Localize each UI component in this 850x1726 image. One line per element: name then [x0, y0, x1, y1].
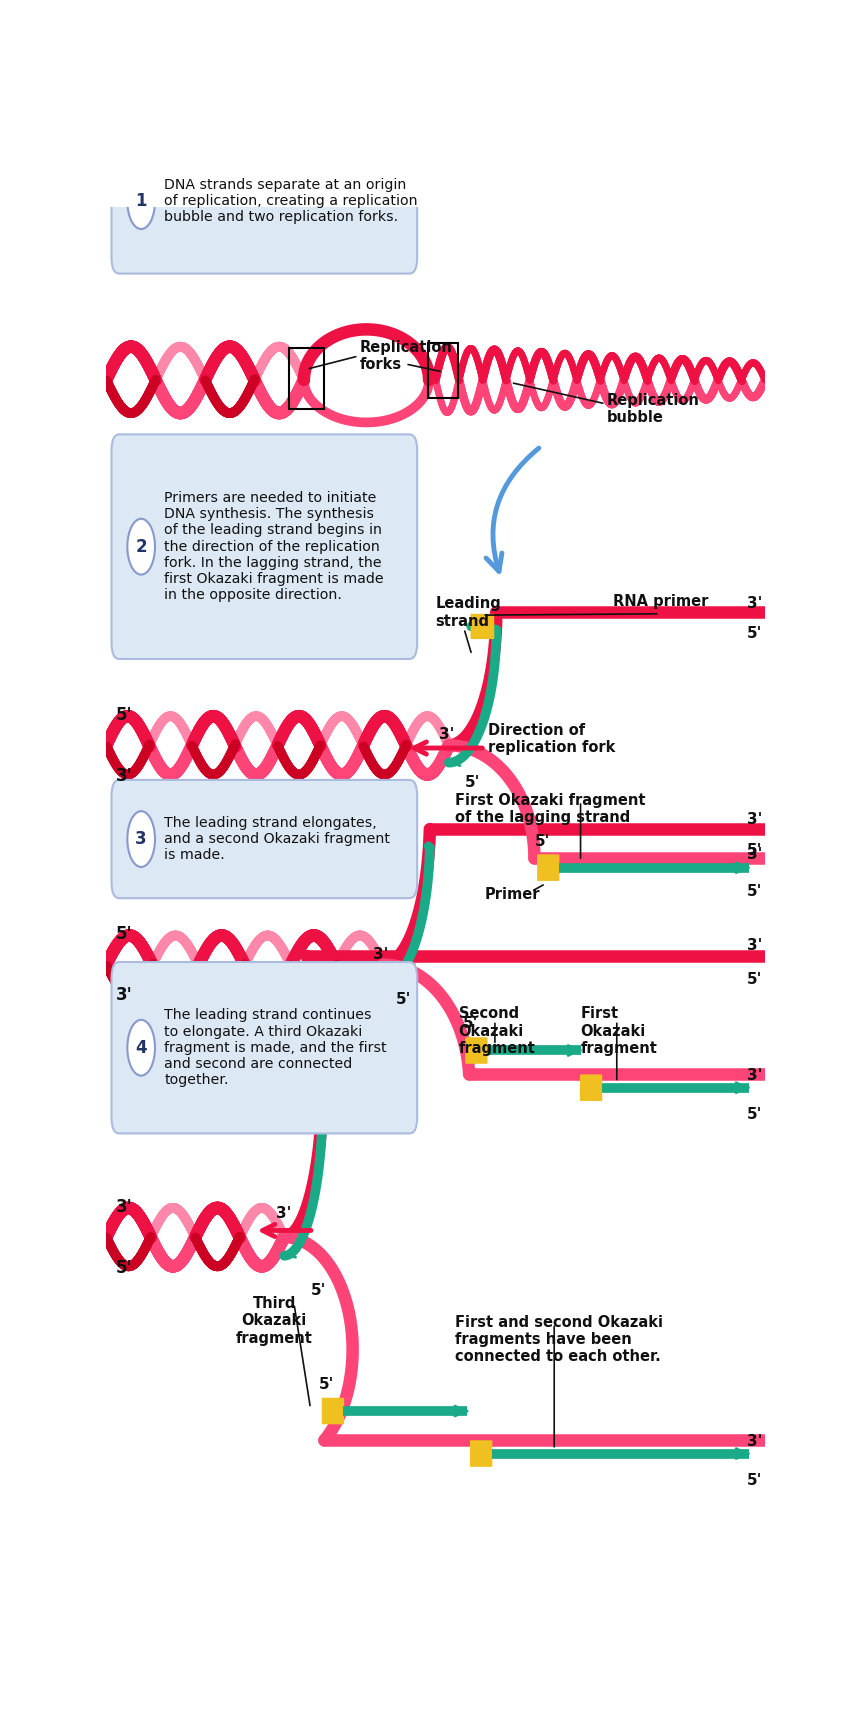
Text: 5': 5': [747, 1472, 762, 1488]
Text: 5': 5': [116, 925, 133, 942]
Text: 5': 5': [116, 1258, 133, 1277]
Text: 5': 5': [116, 706, 133, 723]
FancyBboxPatch shape: [111, 435, 417, 659]
Text: First and second Okazaki
fragments have been
connected to each other.: First and second Okazaki fragments have …: [456, 1315, 663, 1364]
Text: 5': 5': [747, 1106, 762, 1122]
Text: 4: 4: [135, 1039, 147, 1056]
Text: First
Okazaki
fragment: First Okazaki fragment: [581, 1006, 657, 1056]
Text: 3': 3': [116, 1198, 133, 1215]
Text: 5': 5': [747, 842, 762, 858]
Text: First Okazaki fragment
of the lagging strand: First Okazaki fragment of the lagging st…: [456, 792, 646, 825]
Text: 5': 5': [310, 1282, 326, 1298]
Text: 3': 3': [747, 1068, 762, 1084]
Text: DNA strands separate at an origin
of replication, creating a replication
bubble : DNA strands separate at an origin of rep…: [164, 178, 418, 224]
Text: 5': 5': [747, 884, 762, 899]
Circle shape: [128, 520, 155, 575]
Text: 1: 1: [135, 192, 147, 211]
FancyBboxPatch shape: [322, 1398, 344, 1424]
Text: 3': 3': [116, 766, 133, 785]
Text: 3': 3': [747, 1434, 762, 1450]
Text: The leading strand continues
to elongate. A third Okazaki
fragment is made, and : The leading strand continues to elongate…: [164, 1008, 387, 1087]
FancyBboxPatch shape: [471, 614, 494, 639]
FancyBboxPatch shape: [111, 129, 417, 274]
Text: 3': 3': [116, 986, 133, 1005]
Text: 3': 3': [439, 727, 454, 742]
Circle shape: [128, 173, 155, 230]
Text: Second
Okazaki
fragment: Second Okazaki fragment: [459, 1006, 536, 1056]
Text: 3': 3': [747, 847, 762, 861]
Text: 3: 3: [135, 830, 147, 847]
Text: 2: 2: [135, 539, 147, 556]
Text: 5': 5': [535, 834, 550, 849]
Text: The leading strand elongates,
and a second Okazaki fragment
is made.: The leading strand elongates, and a seco…: [164, 816, 390, 863]
FancyBboxPatch shape: [537, 854, 559, 880]
Text: 3': 3': [373, 946, 388, 961]
Circle shape: [128, 1020, 155, 1075]
Text: 3': 3': [747, 595, 762, 611]
Text: 5': 5': [319, 1377, 335, 1391]
FancyBboxPatch shape: [470, 1439, 492, 1467]
Text: Direction of
replication fork: Direction of replication fork: [488, 723, 615, 754]
Text: Replication
bubble: Replication bubble: [607, 394, 700, 425]
FancyBboxPatch shape: [111, 780, 417, 898]
Text: Leading
strand: Leading strand: [435, 595, 501, 628]
FancyBboxPatch shape: [111, 961, 417, 1134]
Text: Primers are needed to initiate
DNA synthesis. The synthesis
of the leading stran: Primers are needed to initiate DNA synth…: [164, 492, 384, 602]
Text: 3': 3': [276, 1206, 292, 1220]
FancyBboxPatch shape: [580, 1074, 603, 1101]
Circle shape: [128, 811, 155, 866]
Text: Replication
forks: Replication forks: [360, 340, 453, 373]
Text: 5': 5': [396, 992, 411, 1006]
Text: 5': 5': [462, 1017, 478, 1032]
Text: 5': 5': [465, 775, 480, 791]
Text: Third
Okazaki
fragment: Third Okazaki fragment: [235, 1296, 313, 1346]
Text: 5': 5': [747, 627, 762, 642]
Text: RNA primer: RNA primer: [614, 594, 709, 609]
Text: 5': 5': [747, 972, 762, 987]
FancyBboxPatch shape: [465, 1037, 488, 1063]
Text: 3': 3': [747, 937, 762, 953]
Text: 3': 3': [747, 813, 762, 827]
Text: Primer: Primer: [485, 887, 541, 901]
